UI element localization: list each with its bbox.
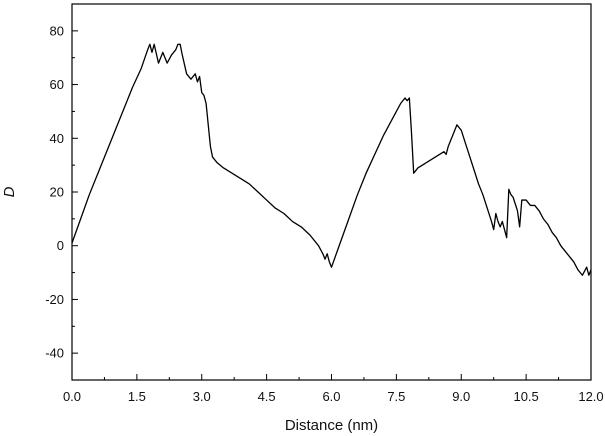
x-axis-ticks [71, 374, 592, 380]
x-axis-title: Distance (nm) [285, 417, 378, 434]
x-tick-label: 10.5 [513, 389, 538, 404]
y-tick-label: 80 [50, 23, 64, 38]
y-tick-label: -20 [45, 292, 64, 307]
x-tick-label: 4.5 [258, 389, 276, 404]
x-tick-label: 7.5 [387, 389, 405, 404]
y-tick-label: 20 [50, 185, 64, 200]
x-tick-label: 9.0 [452, 389, 470, 404]
x-tick-label: 3.0 [193, 389, 211, 404]
y-axis-ticks [72, 3, 78, 381]
x-tick-label: 6.0 [322, 389, 340, 404]
y-axis-tick-labels: -40 -20 0 20 40 60 80 [45, 23, 64, 360]
series-line [71, 43, 592, 276]
y-tick-label: -40 [45, 346, 64, 361]
x-tick-label: 1.5 [128, 389, 146, 404]
x-tick-label: 0.0 [63, 389, 81, 404]
x-axis-tick-labels: 0.0 1.5 3.0 4.5 6.0 7.5 9.0 10.5 12.0 [63, 389, 604, 404]
y-tick-label: 40 [50, 131, 64, 146]
y-tick-label: 0 [57, 238, 64, 253]
x-tick-label: 12.0 [578, 389, 603, 404]
y-tick-label: 60 [50, 77, 64, 92]
plot-frame [71, 3, 592, 381]
y-axis-title: D [1, 186, 18, 197]
